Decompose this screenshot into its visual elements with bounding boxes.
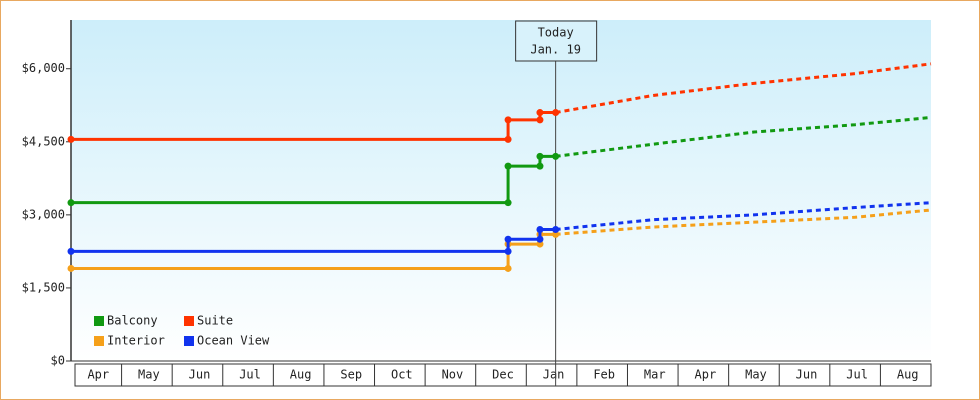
y-tick-label: $0 [51,354,65,368]
point [536,109,544,117]
x-tick-label: Jan [543,368,565,382]
forecast-line [555,208,932,236]
point [67,264,75,272]
forecast-line [555,62,932,115]
forecast-line [555,201,932,231]
legend-label: Interior [107,334,165,348]
y-tick-label: $4,500 [22,134,65,148]
x-tick-label: Jul [846,368,868,382]
legend-label: Ocean View [197,334,270,348]
x-tick-label: Dec [492,368,514,382]
point [504,247,512,255]
point [504,235,512,243]
legend-swatch [184,316,194,326]
x-tick-label: Apr [87,368,109,382]
x-tick-label: May [745,368,767,382]
x-tick-label: Oct [391,368,413,382]
x-tick-label: Feb [593,368,615,382]
point [536,162,544,170]
plot-area [71,20,931,361]
point [552,152,560,160]
point [504,199,512,207]
y-tick-label: $1,500 [22,280,65,294]
point [67,199,75,207]
point [504,162,512,170]
x-tick-label: Jun [796,368,818,382]
x-tick-label: Jul [239,368,261,382]
legend-label: Balcony [107,314,158,328]
legend-label: Suite [197,314,233,328]
x-tick-label: Jun [189,368,211,382]
x-tick-label: May [138,368,160,382]
y-tick-label: $6,000 [22,61,65,75]
x-tick-label: Aug [290,368,312,382]
point [67,135,75,143]
point [552,225,560,233]
x-tick-label: Sep [340,368,362,382]
point [504,264,512,272]
forecast-line [555,115,932,158]
point [536,152,544,160]
point [504,116,512,124]
point [504,135,512,143]
point [67,247,75,255]
x-tick-label: Nov [442,368,464,382]
today-label: Jan. 19 [530,43,581,57]
x-tick-label: Aug [897,368,919,382]
point [536,225,544,233]
today-label: Today [538,26,574,40]
legend-swatch [94,336,104,346]
x-tick-label: Mar [644,368,666,382]
x-axis-band [74,363,932,387]
point [552,230,560,238]
point [552,109,560,117]
point [536,116,544,124]
point [536,240,544,248]
point [536,235,544,243]
legend-swatch [184,336,194,346]
x-tick-label: Apr [695,368,717,382]
today-box [515,20,598,62]
y-tick-label: $3,000 [22,207,65,221]
legend-swatch [94,316,104,326]
